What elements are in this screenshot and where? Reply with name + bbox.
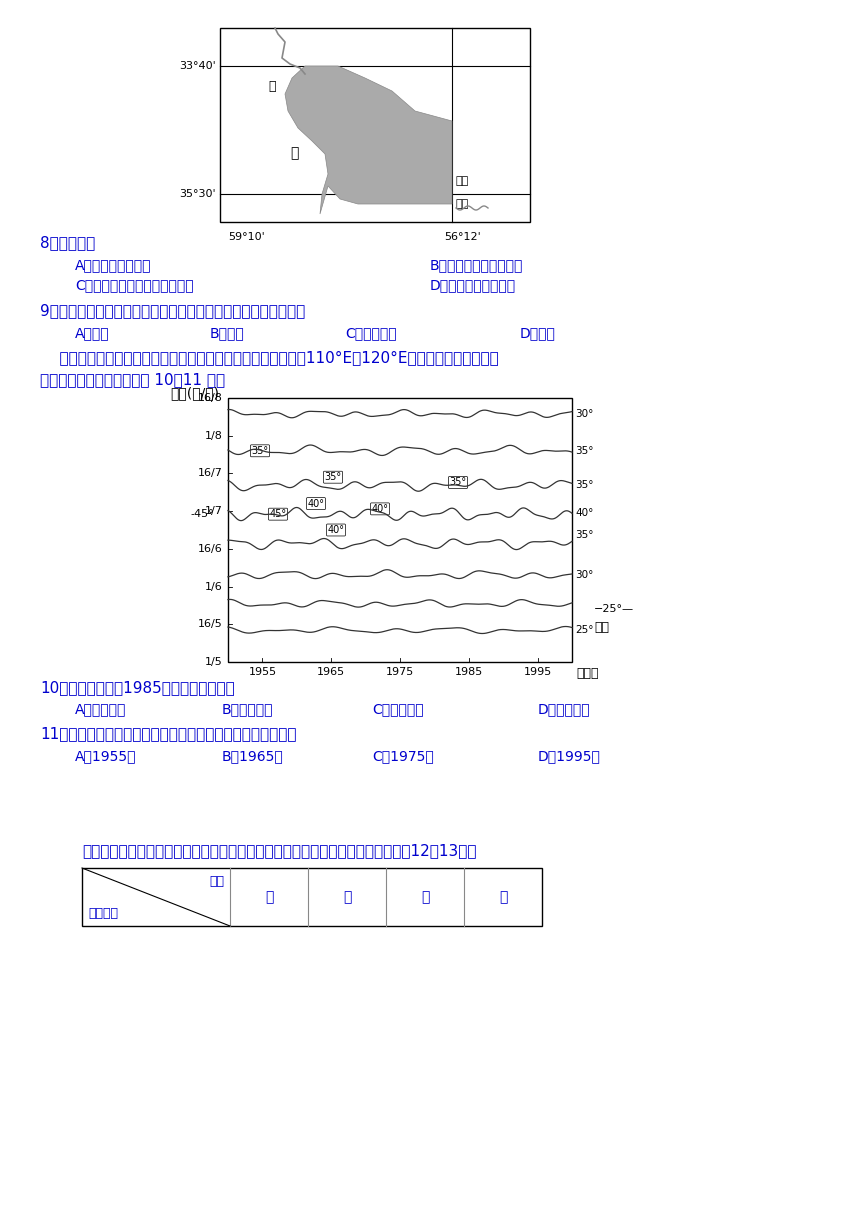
Bar <box>220 28 530 223</box>
Text: 甲: 甲 <box>265 890 273 903</box>
Text: 1975: 1975 <box>386 668 415 677</box>
Polygon shape <box>285 66 452 214</box>
Text: 甲: 甲 <box>268 80 275 92</box>
Text: 1/7: 1/7 <box>206 506 223 516</box>
Text: 40°: 40° <box>308 499 324 508</box>
Text: 8、图示区域: 8、图示区域 <box>40 235 95 250</box>
Text: 10、图示范围内，1985年夏季风最北可达: 10、图示范围内，1985年夏季风最北可达 <box>40 680 235 696</box>
Text: C．江淮地区: C．江淮地区 <box>372 702 424 716</box>
Text: 11、下列年份，我国东部地区最易出现「南旱北涝」现象的是: 11、下列年份，我国东部地区最易出现「南旱北涝」现象的是 <box>40 726 297 741</box>
Text: D．华南北部: D．华南北部 <box>538 702 591 716</box>
Text: 纬度线示意图。读图，完成 10～11 题。: 纬度线示意图。读图，完成 10～11 题。 <box>40 372 225 387</box>
Text: 乙: 乙 <box>343 890 351 903</box>
Text: B．地形: B．地形 <box>210 326 245 340</box>
Bar <box>228 398 572 662</box>
Text: 35°: 35° <box>575 446 593 456</box>
Text: 35°: 35° <box>251 446 268 456</box>
Text: 丙: 丙 <box>421 890 429 903</box>
Text: B．华北地区: B．华北地区 <box>222 702 273 716</box>
Text: 16/5: 16/5 <box>199 619 223 630</box>
Text: 25°: 25° <box>575 625 593 635</box>
Text: 1/5: 1/5 <box>206 657 223 668</box>
Text: 56°12': 56°12' <box>444 232 481 242</box>
Text: 乙: 乙 <box>290 146 298 161</box>
Text: 35°: 35° <box>450 478 467 488</box>
Text: 35°: 35° <box>575 480 593 490</box>
Text: B．降水集中于夏秋季节: B．降水集中于夏秋季节 <box>430 258 524 272</box>
Text: D．处于板块交界地带: D．处于板块交界地带 <box>430 278 516 292</box>
Text: 纬度: 纬度 <box>594 621 609 635</box>
Text: 16/8: 16/8 <box>198 393 223 402</box>
Text: B．1965年: B．1965年 <box>222 749 284 762</box>
Text: 35°: 35° <box>324 472 341 483</box>
Text: 45°: 45° <box>269 510 286 519</box>
Text: A．东北北部: A．东北北部 <box>75 702 126 716</box>
Text: 日期(日/月): 日期(日/月) <box>170 385 219 400</box>
Text: 1965: 1965 <box>317 668 345 677</box>
Text: 土地类型: 土地类型 <box>88 907 118 921</box>
Text: 河流: 河流 <box>455 199 468 209</box>
Text: 16/7: 16/7 <box>198 468 223 478</box>
Text: 59°10': 59°10' <box>228 232 265 242</box>
Text: 9、影响「小天使」风力发电场项目选址在甲国南部的首要因素是: 9、影响「小天使」风力发电场项目选址在甲国南部的首要因素是 <box>40 303 305 319</box>
Text: D．政策: D．政策 <box>520 326 556 340</box>
Text: 海洋: 海洋 <box>388 123 403 136</box>
Text: 1955: 1955 <box>249 668 276 677</box>
Text: 丁: 丁 <box>499 890 507 903</box>
Text: 35°30': 35°30' <box>180 188 216 199</box>
Text: A．临近太平洋沿岸: A．临近太平洋沿岸 <box>75 258 151 272</box>
Bar <box>82 868 542 927</box>
Text: D．1995年: D．1995年 <box>538 749 601 762</box>
Text: C．河流均以冰川融水补给为主: C．河流均以冰川融水补给为主 <box>75 278 194 292</box>
Text: 40°: 40° <box>575 508 593 518</box>
Text: −25°—: −25°— <box>594 604 634 614</box>
Text: 1/8: 1/8 <box>206 430 223 440</box>
Text: 40°: 40° <box>328 525 345 535</box>
Text: -45°: -45° <box>190 510 213 519</box>
Text: C．1975年: C．1975年 <box>372 749 433 762</box>
Text: 1995: 1995 <box>524 668 552 677</box>
Text: 图例: 图例 <box>455 176 468 186</box>
Text: 16/6: 16/6 <box>199 544 223 553</box>
Text: 1/6: 1/6 <box>206 581 223 591</box>
Text: 夏季风进退早晚对我国东部地区降水带来很大的影响。下图为110°E－120°E区域夏季风前缘进退等: 夏季风进退早晚对我国东部地区降水带来很大的影响。下图为110°E－120°E区域… <box>40 350 499 365</box>
Text: 下表是中国、英国、印度、信罗斯四个国家的土地利用类型的百分比。据此，完成12～13题。: 下表是中国、英国、印度、信罗斯四个国家的土地利用类型的百分比。据此，完成12～1… <box>82 843 476 858</box>
Text: （年）: （年） <box>576 668 599 680</box>
Text: 33°40': 33°40' <box>179 61 216 71</box>
Text: C．大气环流: C．大气环流 <box>345 326 396 340</box>
Text: 1985: 1985 <box>455 668 483 677</box>
Text: A．市场: A．市场 <box>75 326 109 340</box>
Text: A．1955年: A．1955年 <box>75 749 137 762</box>
Text: 30°: 30° <box>575 570 593 580</box>
Text: 30°: 30° <box>575 409 593 418</box>
Text: 国家: 国家 <box>209 876 224 888</box>
Text: 35°: 35° <box>575 530 593 540</box>
Text: 40°: 40° <box>372 503 389 514</box>
